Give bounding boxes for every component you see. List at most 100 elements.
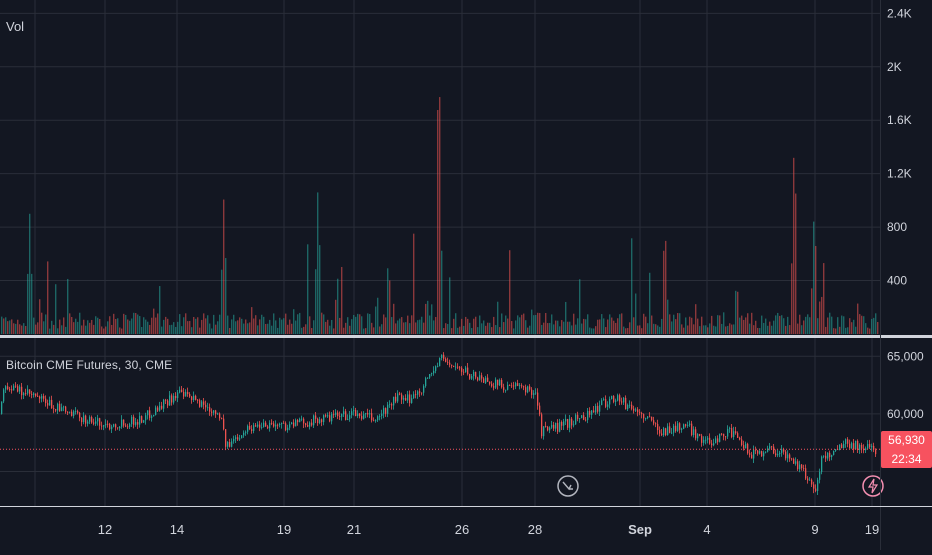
volume-bar bbox=[461, 318, 463, 334]
price-candle-body bbox=[395, 396, 397, 402]
price-candle-body bbox=[191, 396, 193, 400]
price-candle-body bbox=[143, 420, 145, 423]
price-candle-body bbox=[599, 405, 601, 412]
volume-bar bbox=[635, 293, 637, 334]
volume-bar bbox=[677, 313, 679, 334]
volume-bar bbox=[61, 325, 63, 334]
price-candle-body bbox=[387, 404, 389, 414]
price-candle-body bbox=[347, 418, 349, 420]
volume-bar bbox=[499, 327, 501, 334]
volume-bar bbox=[769, 321, 771, 334]
dividend-arrow-icon[interactable] bbox=[557, 475, 579, 497]
volume-bar bbox=[795, 193, 797, 334]
volume-bar bbox=[557, 320, 559, 334]
price-candle-body bbox=[221, 418, 223, 420]
volume-bar bbox=[59, 319, 61, 334]
volume-bar bbox=[151, 317, 153, 334]
volume-bar bbox=[265, 323, 267, 334]
price-candle-body bbox=[207, 407, 209, 409]
price-candle-body bbox=[681, 428, 683, 430]
price-candle-body bbox=[477, 377, 479, 381]
price-candle-body bbox=[79, 412, 81, 418]
price-candle-body bbox=[41, 396, 43, 399]
price-candle-body bbox=[847, 439, 849, 444]
volume-bar bbox=[733, 324, 735, 334]
price-candle-body bbox=[635, 409, 637, 411]
volume-bar bbox=[551, 314, 553, 334]
price-candle-body bbox=[235, 437, 237, 440]
price-candle-body bbox=[381, 413, 383, 417]
volume-bar bbox=[351, 319, 353, 334]
volume-bar bbox=[437, 110, 439, 335]
price-candle-body bbox=[9, 389, 11, 390]
volume-bar bbox=[695, 304, 697, 334]
volume-bar bbox=[661, 318, 663, 334]
volume-bar bbox=[153, 308, 155, 334]
volume-bar bbox=[87, 320, 89, 334]
volume-bar bbox=[691, 317, 693, 334]
price-candle-body bbox=[509, 384, 511, 386]
volume-bar bbox=[227, 315, 229, 334]
price-candle-body bbox=[61, 407, 63, 412]
volume-bar bbox=[43, 321, 45, 334]
volume-bar bbox=[277, 327, 279, 334]
pane-separator bbox=[0, 335, 932, 338]
price-candle-body bbox=[147, 410, 149, 416]
volume-bar bbox=[771, 325, 773, 334]
price-candle-body bbox=[499, 379, 501, 386]
price-candle-body bbox=[779, 452, 781, 455]
price-candle-body bbox=[751, 454, 753, 459]
price-candle-body bbox=[665, 428, 667, 436]
volume-bar bbox=[781, 315, 783, 334]
volume-bar bbox=[537, 312, 539, 334]
volume-bar bbox=[45, 314, 47, 334]
volume-bar bbox=[515, 320, 517, 334]
price-candle-body bbox=[293, 422, 295, 427]
price-candle-body bbox=[311, 422, 313, 426]
price-candle-body bbox=[271, 422, 273, 424]
volume-bar bbox=[593, 328, 595, 334]
volume-bar bbox=[353, 314, 355, 334]
price-pane-legend[interactable]: Bitcoin CME Futures, 30, CME bbox=[6, 358, 173, 372]
volume-bar bbox=[129, 320, 131, 334]
price-candle-body bbox=[125, 425, 127, 427]
volume-bar bbox=[193, 316, 195, 334]
price-candle-body bbox=[699, 434, 701, 436]
price-candle-body bbox=[67, 411, 69, 413]
price-candle-body bbox=[355, 410, 357, 417]
price-candle-body bbox=[277, 424, 279, 426]
price-candle-body bbox=[781, 449, 783, 453]
volume-bar bbox=[667, 299, 669, 334]
price-candle-body bbox=[359, 413, 361, 416]
price-candle-body bbox=[511, 385, 513, 387]
volume-pane-label: Vol bbox=[6, 19, 25, 34]
volume-bar bbox=[827, 317, 829, 334]
price-candle-body bbox=[75, 411, 77, 413]
volume-bar bbox=[359, 314, 361, 334]
price-candle-body bbox=[769, 446, 771, 449]
volume-bar bbox=[391, 317, 393, 334]
price-candle-body bbox=[141, 416, 143, 423]
lightning-icon[interactable] bbox=[862, 475, 884, 497]
volume-bar bbox=[811, 288, 813, 334]
volume-bar bbox=[727, 325, 729, 334]
price-candle-body bbox=[503, 387, 505, 391]
price-candle-body bbox=[137, 422, 139, 425]
volume-bar bbox=[647, 323, 649, 334]
volume-bar bbox=[209, 323, 211, 334]
volume-bar bbox=[97, 317, 99, 334]
price-candle-body bbox=[339, 416, 341, 417]
volume-bar bbox=[869, 328, 871, 334]
price-candle-body bbox=[523, 386, 525, 388]
price-candle-body bbox=[517, 383, 519, 386]
volume-bar bbox=[103, 328, 105, 334]
price-candle-body bbox=[183, 391, 185, 397]
price-candle-body bbox=[629, 404, 631, 406]
price-candle-body bbox=[17, 386, 19, 392]
volume-bar bbox=[199, 327, 201, 334]
volume-bar bbox=[149, 324, 151, 334]
volume-bar bbox=[755, 320, 757, 334]
volume-bar bbox=[257, 325, 259, 334]
